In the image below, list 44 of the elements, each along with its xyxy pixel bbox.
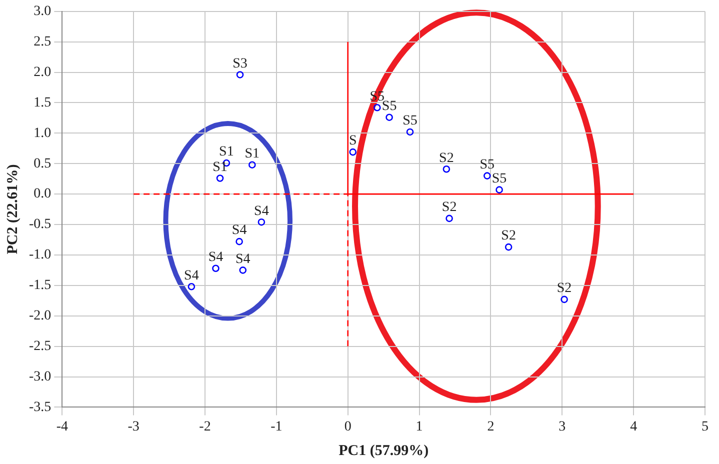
y-tick-label: 1.5 <box>34 95 52 110</box>
annotation: S5 <box>382 99 397 114</box>
y-tick-label: -1.5 <box>28 278 52 294</box>
annotation: S5 <box>402 114 418 129</box>
annotation: S4 <box>184 268 199 284</box>
y-tick-label: 0.0 <box>34 186 52 202</box>
annotation: S3 <box>232 56 248 72</box>
y-tick-label: 3.0 <box>34 4 52 20</box>
y-axis-title: PC2 (22.61%) <box>4 164 21 254</box>
x-tick-label: 1 <box>416 419 423 434</box>
x-tick-label: 0 <box>344 419 352 434</box>
y-tick-label: 0.5 <box>34 156 52 172</box>
x-tick-label: 2 <box>487 419 494 434</box>
x-tick-label: 5 <box>702 419 708 434</box>
y-tick-label: 2.5 <box>34 34 52 50</box>
annotation: S5 <box>492 171 507 186</box>
y-tick-label: -3.5 <box>28 400 52 415</box>
x-tick-label: -1 <box>270 419 282 434</box>
annotation: S1 <box>244 146 260 162</box>
annotation: S4 <box>235 252 250 267</box>
x-tick-label: 3 <box>558 419 566 434</box>
annotation: S2 <box>439 150 454 166</box>
y-tick-label: 1.0 <box>34 126 52 141</box>
annotation: S4 <box>232 223 247 238</box>
annotation: S4 <box>208 250 224 266</box>
y-tick-label: -3.0 <box>28 369 52 384</box>
y-tick-label: 2.0 <box>34 64 52 80</box>
y-tick-label: -2.0 <box>28 308 52 324</box>
annotation: S2 <box>442 200 457 216</box>
y-tick-label: -0.5 <box>28 217 52 232</box>
annotation: S2 <box>556 281 572 296</box>
x-tick-label: 4 <box>630 419 638 434</box>
annotation: S <box>348 134 357 149</box>
annotation: S1 <box>212 160 228 175</box>
y-tick-label: -1.0 <box>28 248 52 263</box>
x-axis-title: PC1 (57.99%) <box>338 442 429 459</box>
annotation: S2 <box>501 228 516 244</box>
annotation: S1 <box>219 144 234 160</box>
y-tick-label: -2.5 <box>28 338 52 354</box>
x-tick-label: -3 <box>128 419 140 434</box>
x-tick-label: -2 <box>199 419 211 434</box>
x-tick-label: -4 <box>56 419 68 434</box>
annotation: S5 <box>480 157 495 172</box>
annotation: S4 <box>254 204 269 219</box>
